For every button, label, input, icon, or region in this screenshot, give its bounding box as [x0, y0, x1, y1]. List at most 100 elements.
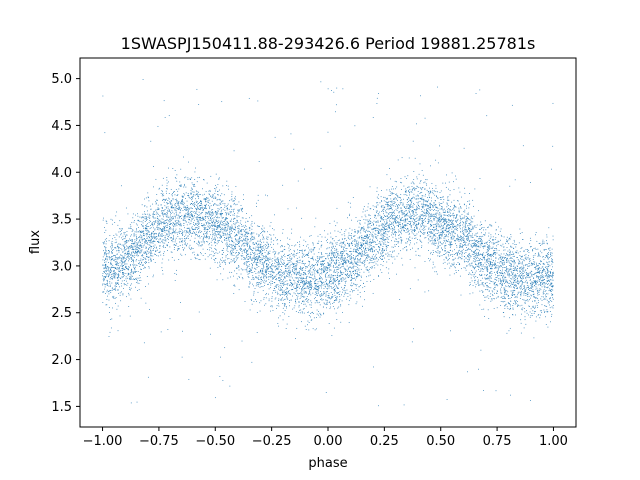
data-point [449, 252, 450, 254]
data-point [340, 245, 342, 247]
data-point [504, 308, 506, 309]
data-point [108, 250, 110, 251]
data-point [346, 276, 348, 278]
data-point [364, 249, 366, 251]
data-point [397, 199, 398, 201]
data-point [327, 291, 328, 292]
data-point [307, 283, 309, 284]
data-point [429, 231, 430, 233]
data-point [381, 218, 383, 220]
data-point [447, 212, 448, 213]
data-point [209, 206, 211, 208]
data-point [224, 228, 226, 230]
data-point [103, 276, 105, 277]
data-point [155, 239, 157, 240]
data-point [453, 273, 455, 275]
data-point [482, 292, 484, 294]
data-point [508, 273, 510, 274]
data-point [421, 170, 423, 171]
data-point [170, 188, 172, 190]
data-point [352, 264, 354, 266]
data-point [146, 227, 148, 229]
data-point [368, 256, 369, 258]
data-point [213, 259, 215, 260]
data-point [531, 285, 533, 287]
data-point [247, 273, 249, 275]
data-point [214, 239, 216, 241]
data-point [406, 204, 408, 205]
data-point [534, 297, 536, 299]
data-point [543, 299, 545, 300]
data-point [196, 221, 198, 223]
data-point [431, 209, 433, 210]
data-point [279, 284, 281, 286]
data-point [152, 276, 154, 278]
data-point [500, 270, 501, 271]
data-point [265, 269, 267, 270]
data-point [154, 246, 156, 248]
data-point [318, 285, 319, 287]
data-point [286, 275, 287, 277]
data-point [293, 286, 295, 288]
data-point [128, 248, 130, 249]
data-point [320, 252, 322, 253]
data-point [508, 330, 510, 332]
data-point [214, 232, 216, 234]
data-point [444, 268, 446, 269]
data-point [481, 238, 482, 240]
data-point [513, 276, 515, 278]
data-point [379, 202, 381, 204]
data-point [291, 284, 293, 286]
data-point [453, 181, 454, 183]
data-point [347, 274, 348, 275]
data-point [527, 249, 529, 251]
data-point [380, 206, 382, 208]
data-point [524, 303, 526, 304]
data-point [495, 258, 497, 259]
data-point [440, 237, 441, 239]
data-point [536, 268, 538, 269]
data-point [336, 250, 338, 252]
data-point [522, 299, 524, 300]
data-point [437, 245, 439, 247]
data-point [469, 263, 471, 265]
data-point [551, 282, 553, 284]
data-point [345, 270, 346, 272]
data-point [439, 242, 441, 244]
data-point [164, 228, 166, 229]
data-point [261, 263, 263, 265]
data-point [121, 262, 123, 264]
data-point [237, 222, 239, 223]
data-point [303, 274, 305, 276]
data-point [339, 145, 341, 147]
data-point [257, 283, 259, 285]
data-point [189, 208, 190, 210]
data-point [502, 256, 503, 258]
data-point [418, 222, 420, 224]
data-point [543, 277, 545, 278]
data-point [231, 211, 233, 213]
data-point [391, 186, 393, 187]
data-point [118, 292, 119, 294]
data-point [302, 245, 304, 246]
data-point [474, 244, 476, 245]
data-point [221, 235, 222, 237]
data-point [246, 268, 248, 270]
data-point [488, 239, 490, 241]
data-point [112, 287, 114, 289]
data-point [421, 220, 423, 222]
data-point [335, 299, 337, 301]
data-point [520, 266, 522, 268]
data-point [441, 206, 442, 207]
data-point [237, 257, 239, 259]
data-point [275, 275, 277, 277]
data-point [528, 285, 530, 287]
data-point [323, 272, 324, 273]
data-point [237, 227, 239, 229]
data-point [321, 254, 323, 255]
data-point [256, 255, 258, 257]
data-point [338, 264, 339, 266]
data-point [302, 272, 304, 274]
data-point [392, 233, 394, 235]
data-point [324, 260, 326, 262]
